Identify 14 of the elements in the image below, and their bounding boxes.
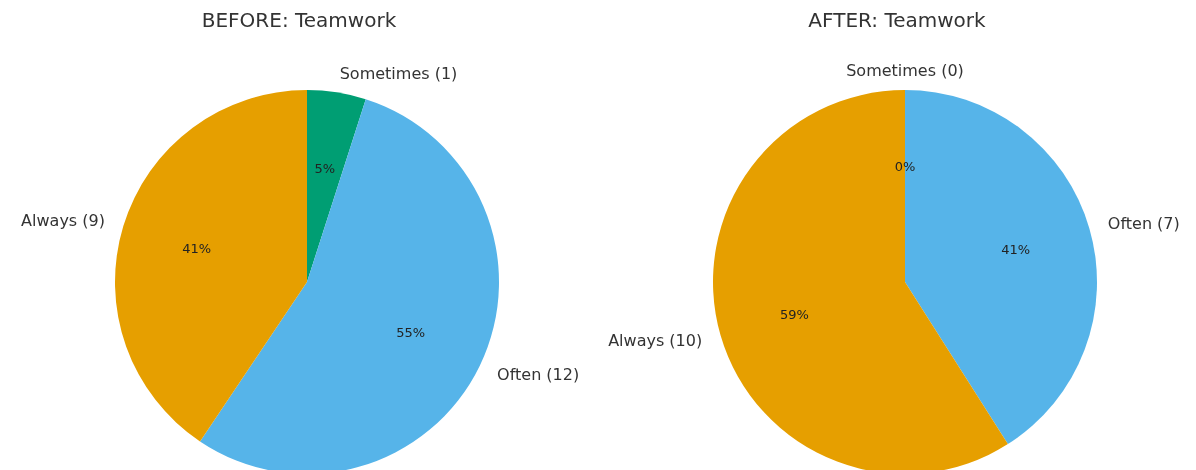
text: 0% <box>894 159 916 175</box>
slice-label: Always (10) <box>608 331 703 351</box>
data-label: 59% <box>779 306 809 322</box>
data-label: 55% <box>396 324 426 340</box>
chart-title: AFTER: Teamwork <box>807 8 987 32</box>
category-label: Sometimes (0) <box>846 61 964 81</box>
data-label: 41% <box>182 240 212 256</box>
data-label: 41% <box>1001 242 1031 258</box>
chart-title: BEFORE: Teamwork <box>200 8 398 32</box>
slice-label: Often (12) <box>497 364 580 384</box>
data-label: 5% <box>314 160 336 176</box>
slice-label: Often (7) <box>1107 213 1180 233</box>
slice-label: Sometimes (1) <box>339 63 458 83</box>
slice-label: Always (9) <box>21 211 105 230</box>
